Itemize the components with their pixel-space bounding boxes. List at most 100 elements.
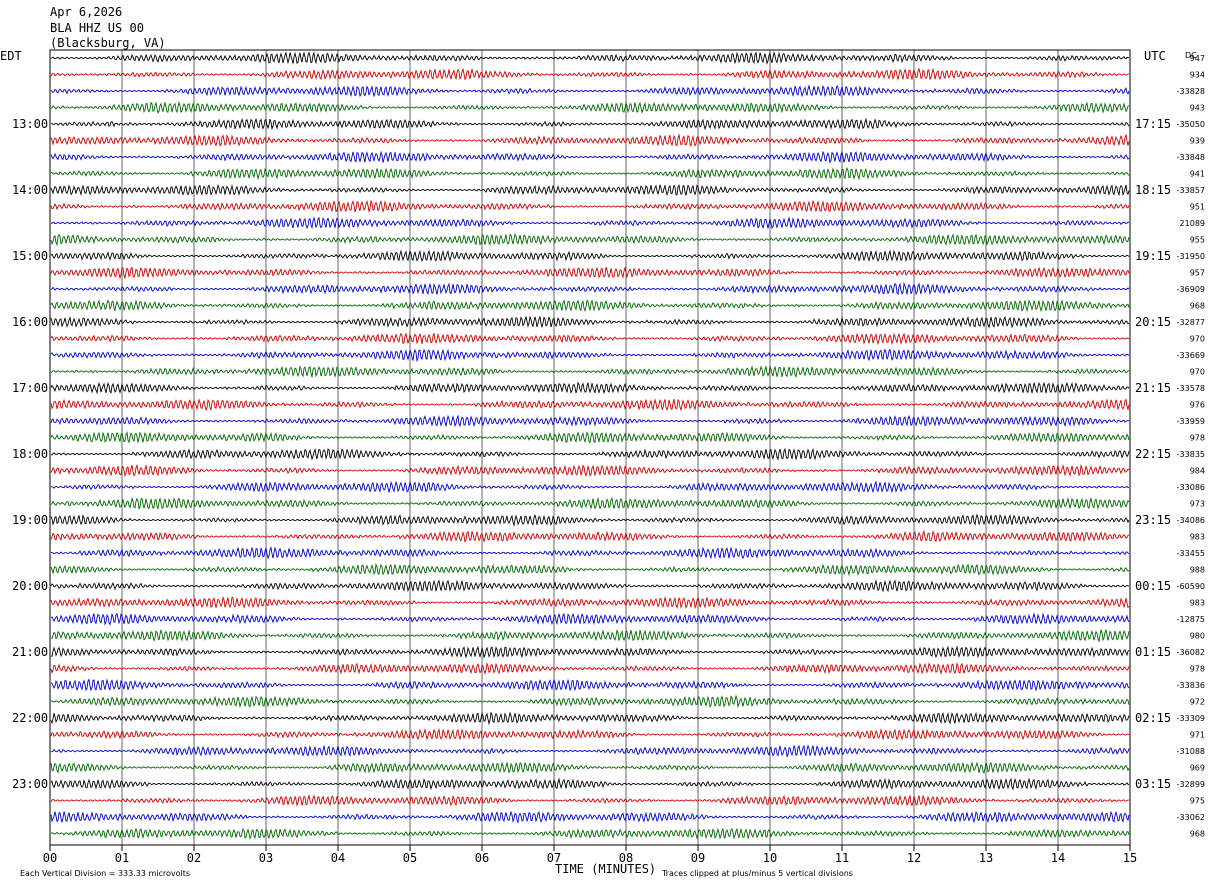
dc-header-label: DC [1185,51,1197,60]
dc-offset-label: -12875 [1177,615,1205,624]
right-hour-label: 03:15 [1135,777,1171,791]
left-timezone-label: EDT [0,49,22,63]
dc-offset-label: 978 [1190,665,1205,674]
dc-offset-label: -31950 [1177,252,1205,261]
x-tick-label: 10 [763,851,777,865]
left-hour-label: 16:00 [12,315,48,329]
x-tick-label: 06 [475,851,489,865]
dc-offset-label: 969 [1190,764,1205,773]
right-hour-label: 20:15 [1135,315,1171,329]
seismic-trace [50,595,1130,610]
dc-offset-label: -33062 [1177,813,1205,822]
seismic-trace [50,546,1130,560]
dc-offset-label: -60590 [1177,582,1205,591]
left-hour-label: 22:00 [12,711,48,725]
dc-offset-label: 947 [1190,54,1205,63]
seismic-trace [50,414,1130,428]
seismic-trace [50,810,1130,824]
seismic-trace [50,233,1130,247]
seismic-trace [50,348,1130,363]
seismic-trace [50,199,1130,213]
seismic-trace [50,281,1130,296]
dc-offset-label: 970 [1190,368,1205,377]
right-hour-label: 01:15 [1135,645,1171,659]
dc-offset-label: -34086 [1177,516,1205,525]
right-hour-label: 19:15 [1135,249,1171,263]
hour-labels: 13:00 14:00 15:00 16:00 17:00 18:00 19:00 20:00… [12,117,1171,791]
left-hour-label: 20:00 [12,579,48,593]
right-hour-label: 00:15 [1135,579,1171,593]
x-tick-label: 08 [619,851,633,865]
dc-offset-label: 968 [1190,302,1205,311]
seismic-trace [50,744,1130,758]
right-hour-label: 17:15 [1135,117,1171,131]
x-tick-label: 01 [115,851,129,865]
trace-group [50,50,1130,840]
seismic-trace [50,365,1130,378]
seismic-trace [50,381,1130,395]
seismic-trace [50,332,1130,346]
dc-offset-label: -33309 [1177,714,1205,723]
seismic-trace [50,447,1130,461]
dc-offset-label: 968 [1190,830,1205,839]
x-tick-label: 07 [547,851,561,865]
dc-offset-label: -33836 [1177,681,1205,690]
dc-offset-label: -36082 [1177,648,1205,657]
left-hour-label: 13:00 [12,117,48,131]
seismic-trace [50,463,1130,478]
dc-offset-label: 973 [1190,500,1205,509]
dc-offset-label: -31088 [1177,747,1205,756]
dc-offset-label: -36909 [1177,285,1205,294]
dc-offset-label: 21089 [1180,219,1205,228]
dc-offset-label: 941 [1190,170,1205,179]
seismic-trace [50,398,1130,412]
dc-offset-label: 951 [1190,203,1205,212]
dc-offset-label: -33828 [1177,87,1205,96]
seismic-trace [50,249,1130,263]
dc-offset-label: 978 [1190,434,1205,443]
seismic-trace [50,101,1130,114]
x-axis-title: TIME (MINUTES) [555,862,656,876]
seismic-trace [50,167,1130,181]
dc-offset-label: -33835 [1177,450,1205,459]
seismic-trace [50,562,1130,577]
dc-offset-label: 980 [1190,632,1205,641]
right-timezone-label: UTC [1144,49,1166,63]
seismic-trace [50,694,1130,709]
dc-offset-label: -33857 [1177,186,1205,195]
dc-offset-label: -33578 [1177,384,1205,393]
seismic-trace [50,480,1130,494]
left-hour-label: 23:00 [12,777,48,791]
seismic-trace [50,827,1130,840]
seismic-trace [50,183,1130,197]
seismic-trace [50,579,1130,593]
x-tick-label: 12 [907,851,921,865]
right-hour-label: 18:15 [1135,183,1171,197]
left-hour-label: 21:00 [12,645,48,659]
seismic-trace [50,299,1130,313]
dc-offset-label: 971 [1190,731,1205,740]
seismic-trace [50,513,1130,527]
left-hour-label: 18:00 [12,447,48,461]
dc-offset-label: -33848 [1177,153,1205,162]
x-tick-label: 04 [331,851,345,865]
right-hour-label: 23:15 [1135,513,1171,527]
dc-offset-label: -32877 [1177,318,1205,327]
dc-offset-label: 934 [1190,71,1205,80]
dc-offset-label: 970 [1190,335,1205,344]
seismic-trace [50,117,1130,131]
seismic-trace [50,645,1130,659]
dc-offset-label: -32899 [1177,780,1205,789]
x-tick-label: 11 [835,851,849,865]
seismic-trace [50,133,1130,148]
right-hour-label: 22:15 [1135,447,1171,461]
header-date: Apr 6,2026 [50,5,123,19]
dc-offset-label: 983 [1190,599,1205,608]
x-tick-label: 03 [259,851,273,865]
x-tick-label: 05 [403,851,417,865]
dc-offset-label: -35050 [1177,120,1205,129]
x-axis-ticks: 00 01 02 03 04 05 06 07 08 09 10 11 12 13 14 15 [43,845,1137,865]
dc-offset-label: 983 [1190,533,1205,542]
dc-offset-label: -33669 [1177,351,1205,360]
